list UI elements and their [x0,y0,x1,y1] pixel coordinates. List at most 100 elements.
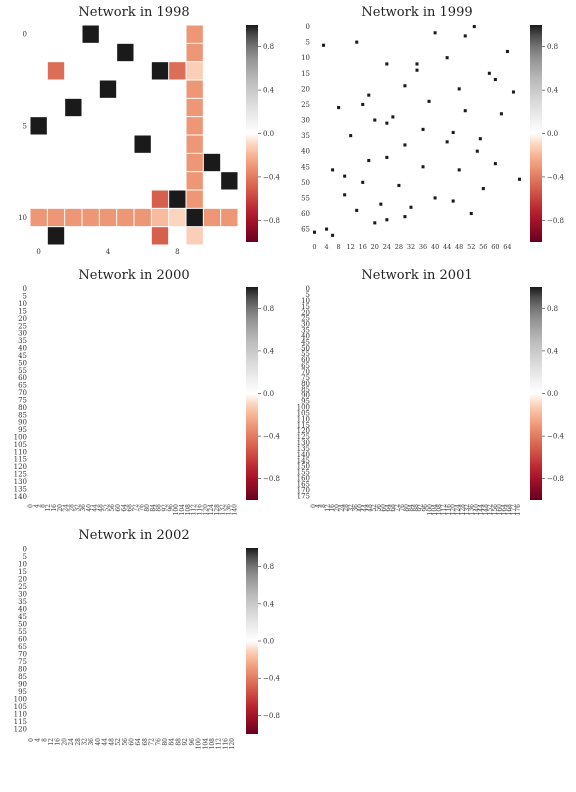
x-tick-label: 64 [385,504,392,512]
heatmap-cell [373,221,377,225]
x-tick-label: 52 [115,738,122,746]
x-tick-label: 128 [214,504,221,516]
heatmap-cell [30,208,47,227]
colorbar-tick-label: −0.4 [263,675,281,683]
colorbar-tick-label: −0.4 [547,433,565,441]
heatmap-cell [99,208,117,227]
y-tick-label: 105 [14,703,27,711]
y-tick-label: 125 [297,433,310,441]
y-tick-label: 30 [18,330,27,338]
x-tick-label: 172 [510,504,517,516]
y-tick-label: 15 [301,70,310,78]
y-tick-label: 100 [14,695,27,703]
y-tick-label: 70 [301,368,310,376]
colorbar [530,287,542,500]
colorbar-tick-label: 0.4 [263,347,275,355]
x-tick-label: 60 [128,738,135,746]
colorbar-tick-label: −0.8 [263,217,280,225]
y-tick-label: 25 [301,315,310,323]
heatmap-cell [186,172,203,190]
colorbar-tick-label: 0.8 [263,43,274,51]
heatmap-cell [421,165,425,169]
y-tick-label: 170 [297,486,310,494]
x-tick-label: 84 [150,504,157,512]
x-tick-label: 72 [132,504,139,512]
heatmap-cell [361,180,365,184]
x-tick-label: 92 [182,738,189,746]
x-tick-label: 4 [324,243,328,251]
y-tick-label: 5 [23,122,27,130]
y-tick-label: 25 [18,583,27,591]
heatmap-cell [433,196,437,200]
x-tick-label: 56 [376,504,383,512]
x-tick-label: 132 [220,504,227,516]
y-tick-label: 20 [18,575,27,583]
heatmap-cell [451,199,455,203]
colorbar-tick-label: 0.4 [547,87,559,95]
x-tick-label: 76 [138,504,145,512]
x-tick-label: 112 [191,504,198,516]
heatmap-cell [445,140,449,144]
heatmap-cell [65,208,82,227]
heatmap-cell [322,43,326,47]
y-tick-label: 90 [301,392,310,400]
heatmap-cell [505,49,509,54]
y-tick-label: 40 [301,148,310,156]
x-tick-label: 64 [135,738,142,746]
y-tick-label: 85 [18,411,27,419]
y-tick-label: 160 [297,475,310,483]
x-tick-label: 52 [371,504,378,512]
y-tick-label: 80 [18,404,27,412]
heatmap-cell [186,25,203,43]
colorbar [530,25,542,242]
heatmap-cell [169,62,186,80]
y-tick-label: 120 [14,725,27,733]
heatmap-cell [475,149,479,153]
y-tick-label: 10 [18,214,27,222]
heatmap-cell [499,112,503,116]
heatmap-cell [313,230,317,234]
y-tick-label: 120 [14,463,27,471]
y-tick-label: 50 [18,359,27,367]
heatmap-cell [186,98,203,117]
colorbar [246,548,258,734]
x-tick-label: 20 [57,504,64,512]
x-tick-label: 32 [82,738,89,746]
y-tick-label: 35 [301,327,310,335]
colorbar-tick-label: 0.0 [263,390,274,398]
heatmap-cell [361,102,365,107]
heatmap-cell [367,93,371,97]
y-tick-label: 165 [297,481,310,489]
x-tick-label: 28 [68,504,75,512]
x-tick-label: 96 [167,504,174,512]
y-tick-label: 55 [301,350,310,358]
y-tick-label: 70 [18,389,27,397]
x-tick-label: 108 [436,504,443,516]
colorbar [246,25,258,242]
x-tick-label: 88 [413,504,420,512]
x-tick-label: 84 [408,504,415,512]
y-tick-label: 60 [301,356,310,364]
heatmap-cell [397,183,401,188]
x-tick-label: 72 [394,504,401,512]
heatmap-cell [493,162,497,166]
heatmap-cell [186,208,203,227]
heatmap-cell [403,215,407,219]
x-tick-label: 124 [208,504,215,516]
heatmap-cell [343,174,347,178]
x-tick-label: 32 [348,504,355,512]
heatmap-cell [186,80,203,98]
x-tick-label: 28 [343,504,350,512]
heatmap-cell [151,62,169,80]
x-tick-label: 64 [121,504,128,512]
y-tick-label: 140 [14,493,27,501]
colorbar-tick-label: 0.0 [263,638,274,646]
x-tick-label: 164 [501,504,508,516]
x-tick-label: 24 [383,243,391,251]
y-tick-label: 0 [23,285,27,293]
y-tick-label: 120 [297,427,310,435]
x-tick-label: 64 [503,243,511,251]
colorbar-tick-label: −0.8 [547,217,564,225]
